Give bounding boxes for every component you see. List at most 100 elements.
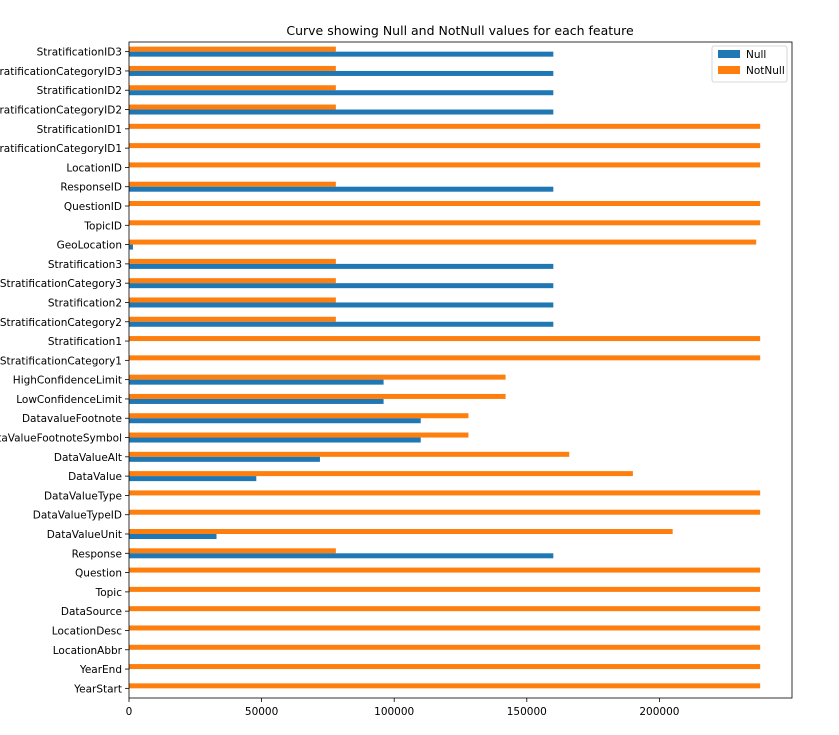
y-tick-label: StratificationCategory1	[0, 355, 122, 367]
bar-notnull	[129, 586, 761, 592]
bar-notnull	[129, 220, 761, 226]
y-tick-label: HighConfidenceLimit	[13, 375, 122, 387]
y-tick-label: Stratification1	[48, 336, 122, 348]
y-tick-label: Question	[75, 568, 122, 580]
bar-null	[129, 553, 554, 559]
bar-null	[129, 186, 554, 192]
bar-notnull	[129, 258, 336, 264]
y-tick-label: StratificationCategory3	[0, 278, 122, 290]
y-tick-label: DataValueAlt	[54, 452, 122, 464]
bar-null	[129, 51, 554, 57]
plot-frame	[128, 41, 793, 699]
y-tick-label: Stratification2	[48, 297, 122, 309]
y-tick-label: StratificationID3	[37, 47, 122, 59]
bar-null	[129, 456, 320, 462]
y-tick-label: YearEnd	[79, 664, 122, 676]
bar-notnull	[129, 104, 336, 110]
y-tick-label: StratificationID2	[37, 85, 122, 97]
bars-layer	[129, 46, 761, 689]
bar-null	[129, 263, 554, 269]
bar-notnull	[129, 451, 570, 457]
bar-notnull	[129, 123, 761, 129]
bar-notnull	[129, 143, 761, 149]
bar-notnull	[129, 606, 761, 612]
bar-null	[129, 398, 384, 404]
bar-notnull	[129, 46, 336, 52]
y-tick-label: LocationID	[66, 162, 122, 174]
bar-null	[129, 283, 554, 289]
y-tick-label: LocationDesc	[52, 625, 122, 637]
bar-notnull	[129, 239, 757, 245]
bar-notnull	[129, 162, 761, 168]
y-tick-label: LowConfidenceLimit	[16, 394, 122, 406]
x-tick-label: 0	[126, 706, 133, 718]
bar-notnull	[129, 567, 761, 573]
bar-notnull	[129, 336, 761, 342]
bar-null	[129, 70, 554, 76]
y-tick-label: DataSource	[61, 606, 122, 618]
bar-notnull	[129, 355, 761, 361]
y-tick-label: YearStart	[73, 683, 122, 695]
x-ticks: 0 50000 100000 150000 200000	[126, 698, 679, 718]
y-tick-label: DataValueTypeID	[33, 510, 122, 522]
y-tick-label: DataValue	[68, 471, 122, 483]
bar-notnull	[129, 297, 336, 303]
bar-notnull	[129, 393, 506, 399]
bar-notnull	[129, 316, 336, 322]
legend-notnull-swatch	[718, 66, 740, 74]
y-tick-label: Stratification3	[48, 259, 122, 271]
y-tick-label: Response	[72, 548, 122, 560]
bar-null	[129, 476, 257, 482]
y-tick-label: TopicID	[83, 220, 122, 232]
x-tick-label: 150000	[507, 706, 547, 718]
bar-null	[129, 109, 554, 115]
bar-notnull	[129, 683, 761, 689]
y-tick-label: ResponseID	[60, 182, 122, 194]
bar-notnull	[129, 664, 761, 670]
bar-notnull	[129, 278, 336, 284]
legend: Null NotNull	[711, 45, 788, 83]
bar-null	[129, 90, 554, 96]
bar-null	[129, 302, 554, 308]
bar-notnull	[129, 471, 633, 477]
y-tick-label: StratificationCategoryID2	[0, 105, 122, 117]
y-tick-labels: StratificationID3 StratificationCategoryI…	[0, 47, 129, 695]
x-tick-label: 100000	[374, 706, 414, 718]
bar-notnull	[129, 509, 761, 515]
bar-notnull	[129, 432, 469, 438]
y-tick-label: StratificationID1	[37, 124, 122, 136]
chart-title: Curve showing Null and NotNull values fo…	[286, 23, 634, 38]
y-tick-label: QuestionID	[64, 201, 122, 213]
y-tick-label: DataValueType	[44, 490, 122, 502]
bar-notnull	[129, 85, 336, 91]
bar-notnull	[129, 548, 336, 554]
legend-null-swatch	[718, 50, 740, 58]
bar-notnull	[129, 181, 336, 187]
bar-null	[129, 534, 217, 539]
bar-notnull	[129, 490, 761, 496]
y-tick-label: DatavalueFootnote	[22, 413, 122, 425]
bar-notnull	[129, 413, 469, 419]
y-tick-label: DataValueFootnoteSymbol	[0, 433, 122, 445]
bar-null	[129, 418, 421, 424]
bar-null	[129, 244, 133, 250]
legend-null-label: Null	[746, 49, 766, 61]
x-tick-label: 200000	[639, 706, 679, 718]
y-tick-label: DataValueUnit	[47, 529, 122, 541]
bar-notnull	[129, 644, 761, 650]
x-tick-label: 50000	[245, 706, 278, 718]
y-tick-label: StratificationCategoryID3	[0, 66, 122, 78]
bar-null	[129, 321, 554, 327]
legend-notnull-label: NotNull	[746, 65, 785, 77]
bar-notnull	[129, 65, 336, 71]
y-tick-label: StratificationCategory2	[0, 317, 122, 329]
bar-notnull	[129, 529, 673, 534]
y-tick-label: StratificationCategoryID1	[0, 143, 122, 155]
y-tick-label: Topic	[95, 587, 123, 599]
bar-notnull	[129, 625, 761, 631]
bar-null	[129, 437, 421, 443]
bar-notnull	[129, 374, 506, 380]
bar-null	[129, 379, 384, 385]
bar-notnull	[129, 201, 761, 206]
